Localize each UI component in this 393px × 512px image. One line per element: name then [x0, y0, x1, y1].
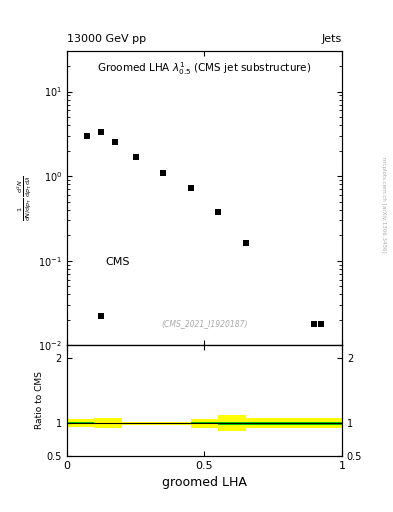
- Text: (CMS_2021_I1920187): (CMS_2021_I1920187): [161, 318, 248, 328]
- Y-axis label: Ratio to CMS: Ratio to CMS: [35, 372, 44, 430]
- Point: [98, 128, 105, 136]
- Text: CMS: CMS: [105, 257, 130, 267]
- Text: Groomed LHA $\lambda^{1}_{0.5}$ (CMS jet substructure): Groomed LHA $\lambda^{1}_{0.5}$ (CMS jet…: [97, 60, 312, 77]
- Point: [132, 153, 139, 161]
- Point: [84, 132, 90, 140]
- Point: [242, 240, 249, 248]
- Point: [311, 319, 318, 328]
- Y-axis label: $\frac{1}{\mathrm{d}N/\mathrm{d}p_\mathrm{T}}\,\frac{\mathrm{d}^2N}{\mathrm{d}p_: $\frac{1}{\mathrm{d}N/\mathrm{d}p_\mathr…: [16, 175, 34, 221]
- Point: [98, 312, 105, 321]
- Text: mcplots.cern.ch [arXiv:1306.3436]: mcplots.cern.ch [arXiv:1306.3436]: [381, 157, 386, 252]
- Point: [112, 138, 118, 146]
- X-axis label: groomed LHA: groomed LHA: [162, 476, 247, 489]
- Point: [160, 168, 166, 177]
- Point: [187, 184, 194, 193]
- Text: Jets: Jets: [321, 33, 342, 44]
- Point: [318, 319, 325, 328]
- Point: [215, 208, 221, 216]
- Text: 13000 GeV pp: 13000 GeV pp: [67, 33, 146, 44]
